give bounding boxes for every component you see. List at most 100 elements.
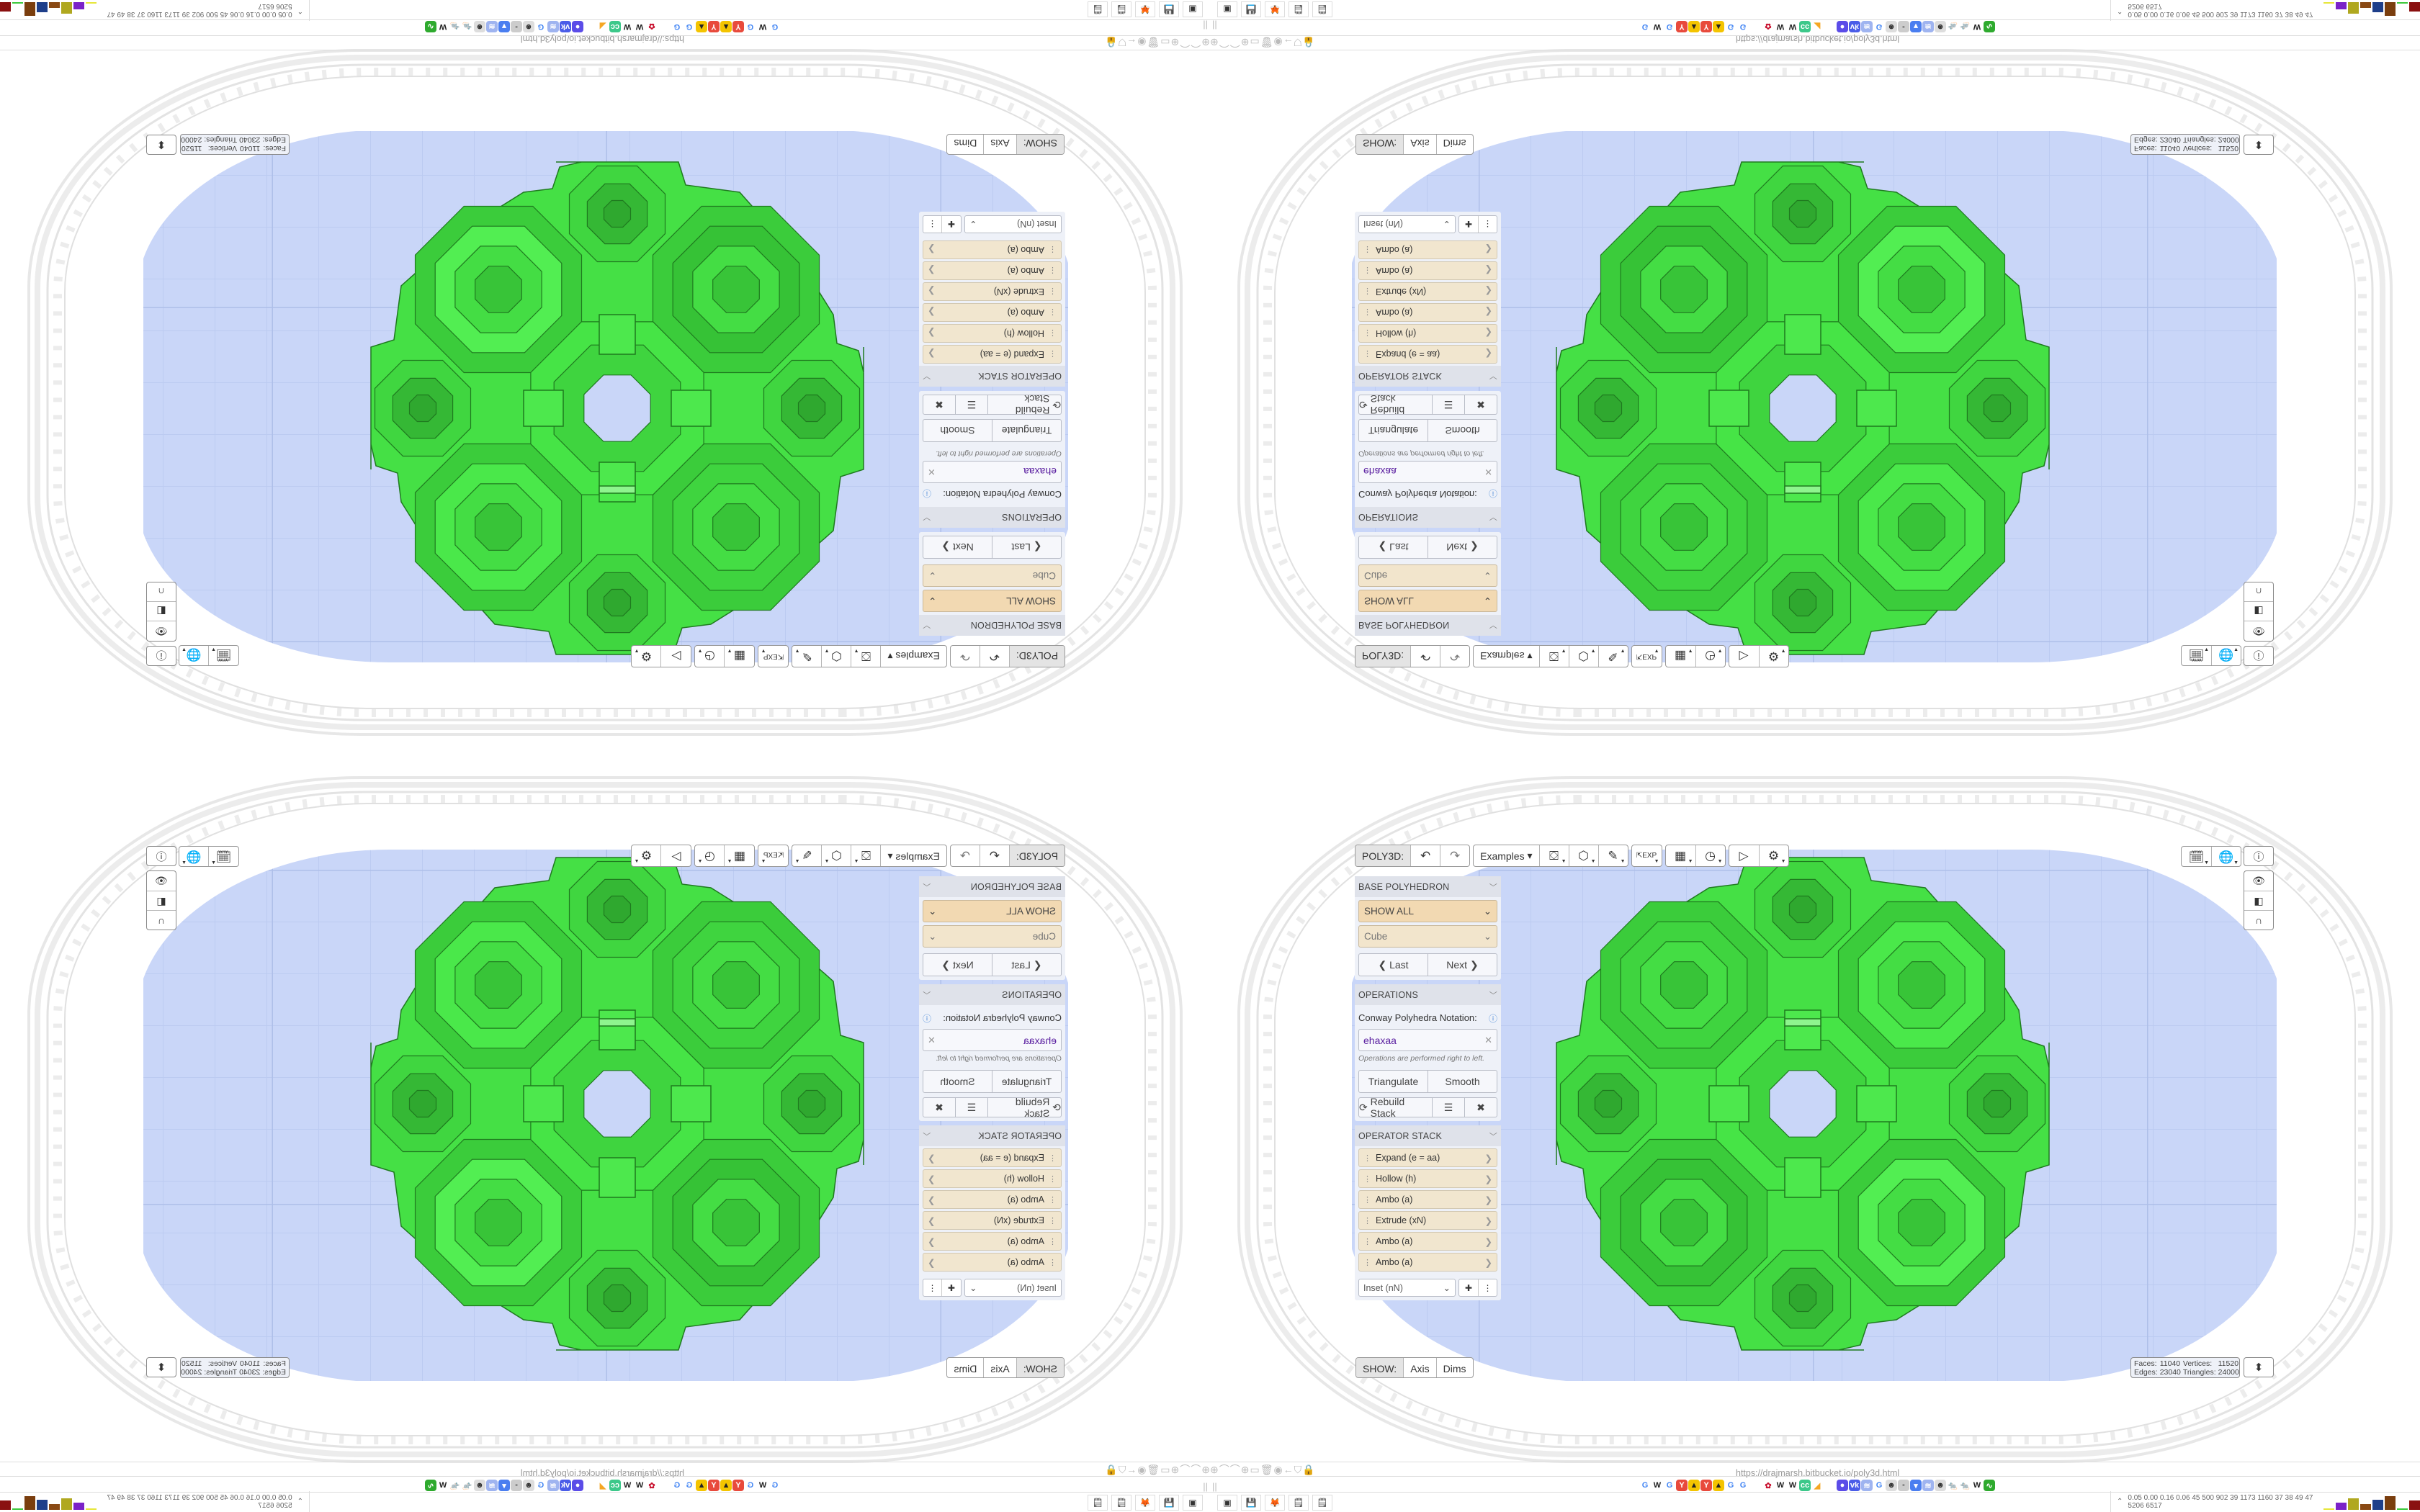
undo-icon[interactable]: ↶ — [980, 646, 1010, 667]
drag-handle-icon[interactable]: ⋮ — [1363, 1258, 1371, 1267]
url-text[interactable]: https://drajmarsh.bitbucket.io/poly3d.ht… — [1736, 1468, 1900, 1478]
triangulate-button[interactable]: Triangulate — [1001, 1076, 1052, 1087]
close-icon[interactable]: ✖ — [1464, 1098, 1497, 1117]
bookmark-hubs-icon[interactable]: ≋ — [1861, 21, 1873, 32]
bookmark-google-icon[interactable]: G — [684, 21, 695, 32]
pause-icon[interactable]: || — [1212, 20, 1217, 31]
bookmark-wikipedia-icon[interactable]: W — [757, 21, 768, 32]
eye-icon[interactable]: 👁 — [2252, 875, 2265, 886]
bookmark-rat-icon[interactable]: 🐀 — [449, 1480, 461, 1491]
bookmark-yandex-maps-icon[interactable]: ▲ — [1688, 1480, 1700, 1491]
stack-item[interactable]: ⋮ Extrude (xN) ❯ — [923, 1211, 1062, 1230]
drag-handle-icon[interactable]: ⋮ — [1363, 349, 1371, 359]
collapse-icon[interactable]: ⌃ — [297, 6, 303, 14]
rebuild-stack-button[interactable]: ⟳ Rebuild Stack — [988, 1096, 1061, 1119]
notation-input[interactable]: ehaxaa ✕ — [923, 461, 1062, 483]
eye-icon[interactable]: 👁 — [155, 875, 168, 886]
cube-play-icon[interactable]: ⬡ ▼ — [1568, 845, 1598, 866]
axis-toggle[interactable]: Axis — [984, 134, 1017, 154]
smooth-button[interactable]: Smooth — [1428, 1071, 1497, 1092]
bookmark-desmos-icon[interactable]: ∿ — [1984, 1480, 1995, 1491]
bookmark-avatar-icon[interactable]: ☻ — [1935, 21, 1946, 32]
tower-icon[interactable]: ▣ — [1183, 1495, 1203, 1511]
bookmark-wikipedia-icon[interactable]: W — [1775, 21, 1786, 32]
drag-handle-icon[interactable]: ⋮ — [1049, 1216, 1057, 1225]
drag-handle-icon[interactable]: ⋮ — [1049, 1237, 1057, 1246]
notation-input[interactable]: ehaxaa ✕ — [923, 1029, 1062, 1051]
bookmark-google-icon[interactable]: G — [671, 1480, 683, 1491]
stack-item[interactable]: ⋮ Ambo (a) ❯ — [923, 1190, 1062, 1209]
info-icon[interactable]: ⓘ — [923, 488, 932, 498]
bookmark-avatar-icon[interactable]: ☻ — [474, 21, 485, 32]
fit-view-icon[interactable]: ⬍ — [2244, 135, 2274, 155]
calendar-icon[interactable]: ▦ ▼ — [727, 648, 746, 664]
bookmark-chat-icon[interactable]: ● — [1837, 21, 1848, 32]
bookmark-rat-icon[interactable]: 🐀 — [462, 1480, 473, 1491]
calendar-clock-icon[interactable]: 🗓 ▼ — [2188, 850, 2209, 866]
bookmark-google-icon[interactable]: G — [1725, 21, 1736, 32]
settings-gear-icon[interactable]: ⚙ ▼ — [1758, 845, 1788, 866]
base-polyhedron-header[interactable]: BASE POLYHEDRON ﹀ — [1355, 615, 1501, 636]
last-button[interactable]: ❮ Last — [992, 536, 1061, 558]
clock-icon[interactable]: ◷ ▼ — [695, 646, 725, 667]
bookmark-google-icon[interactable]: G — [1737, 21, 1749, 32]
pause-icon[interactable]: || — [1203, 20, 1208, 31]
bookmark-yandex-icon[interactable]: Y — [1676, 21, 1688, 32]
polyhedron-model[interactable] — [1554, 855, 2051, 1352]
bookmark-chat-icon[interactable]: ● — [572, 1480, 583, 1491]
bookmark-flower-icon[interactable]: ✿ — [646, 21, 658, 32]
next-button[interactable]: Next ❯ — [923, 536, 992, 558]
drag-handle-icon[interactable]: ⋮ — [1363, 266, 1371, 275]
bookmark-wikipedia-icon[interactable]: W — [437, 1480, 449, 1491]
smooth-button[interactable]: Smooth — [923, 1071, 992, 1092]
operator-stack-header[interactable]: OPERATOR STACK ﹀ — [1355, 366, 1501, 387]
bookmark-yandex-maps-icon[interactable]: ▲ — [720, 21, 732, 32]
examples-dropdown[interactable]: Examples ▾ — [887, 650, 940, 663]
filter-select[interactable]: SHOW ALL ⌄ — [923, 900, 1062, 922]
calendar-icon[interactable]: ▦ ▼ — [1674, 848, 1693, 865]
collapse-icon[interactable]: ⌃ — [2117, 1498, 2123, 1506]
floppy-icon[interactable]: 💾 — [1159, 1, 1179, 17]
examples-dropdown[interactable]: Examples ▾ — [1480, 850, 1533, 862]
dims-toggle[interactable]: Dims — [1435, 1358, 1473, 1377]
undo-icon[interactable]: ↶ — [1410, 845, 1440, 866]
bookmark-pocket-icon[interactable]: ▾ — [498, 1480, 510, 1491]
redo-icon[interactable]: ↷ — [950, 845, 980, 866]
play-icon[interactable]: ▷ — [1739, 848, 1749, 863]
bookmark-google-icon[interactable]: G — [1664, 1480, 1675, 1491]
stack-item[interactable]: ⋮ Ambo (a) ❯ — [923, 1232, 1062, 1251]
notation-input[interactable]: ehaxaa ✕ — [1358, 461, 1497, 483]
operator-stack-header[interactable]: OPERATOR STACK ﹀ — [919, 366, 1065, 387]
operations-header[interactable]: OPERATIONS ﹀ — [919, 984, 1065, 1005]
stack-item[interactable]: ⋮ Ambo (a) ❯ — [923, 1253, 1062, 1272]
last-button[interactable]: ❮ Last — [992, 954, 1061, 976]
operator-stack-header[interactable]: OPERATOR STACK ﹀ — [919, 1125, 1065, 1146]
stack-item[interactable]: ⋮ Expand (e = aa) ❯ — [1358, 1148, 1497, 1167]
clock-icon[interactable]: ◷ ▼ — [695, 845, 725, 866]
bookmark-flower-icon[interactable]: ✿ — [646, 1480, 658, 1491]
toggle-icon[interactable]: ◧ — [147, 602, 176, 621]
stack-item[interactable]: ⋮ Extrude (xN) ❯ — [1358, 1211, 1497, 1230]
last-button[interactable]: ❮ Last — [1359, 536, 1428, 558]
edit-pen-icon[interactable]: ✎ ▼ — [792, 646, 823, 667]
filter-select[interactable]: SHOW ALL ⌄ — [1358, 900, 1497, 922]
next-button[interactable]: Next ❯ — [1428, 954, 1497, 976]
bookmark-wikipedia-icon[interactable]: W — [622, 1480, 633, 1491]
notepad-icon[interactable]: 🗒 — [1111, 1, 1131, 17]
clear-icon[interactable]: ✕ — [928, 467, 936, 478]
bookmark-google-icon[interactable]: G — [535, 1480, 547, 1491]
operator-select[interactable]: Inset (nN) ⌄ — [964, 215, 1062, 233]
examples-dropdown[interactable]: Examples ▾ — [1480, 650, 1533, 663]
magnet-icon[interactable]: ∩ — [2244, 582, 2273, 602]
bookmark-flower-icon[interactable]: ✿ — [1762, 21, 1774, 32]
bookmark-cake-icon[interactable]: ◢ — [1811, 1480, 1823, 1491]
bookmark-google-icon[interactable]: G — [745, 21, 756, 32]
bookmark-rat-icon[interactable]: 🐀 — [1947, 1480, 1958, 1491]
bookmark-google-icon[interactable]: G — [1639, 21, 1651, 32]
drag-handle-icon[interactable]: ⋮ — [1049, 307, 1057, 317]
stack-item[interactable]: ⋮ Expand (e = aa) ❯ — [923, 1148, 1062, 1167]
dims-toggle[interactable]: Dims — [947, 1358, 985, 1378]
bookmark-rat-icon[interactable]: 🐀 — [1959, 21, 1971, 32]
axis-toggle[interactable]: Axis — [1403, 134, 1436, 154]
drag-handle-icon[interactable]: ⋮ — [1049, 349, 1057, 359]
